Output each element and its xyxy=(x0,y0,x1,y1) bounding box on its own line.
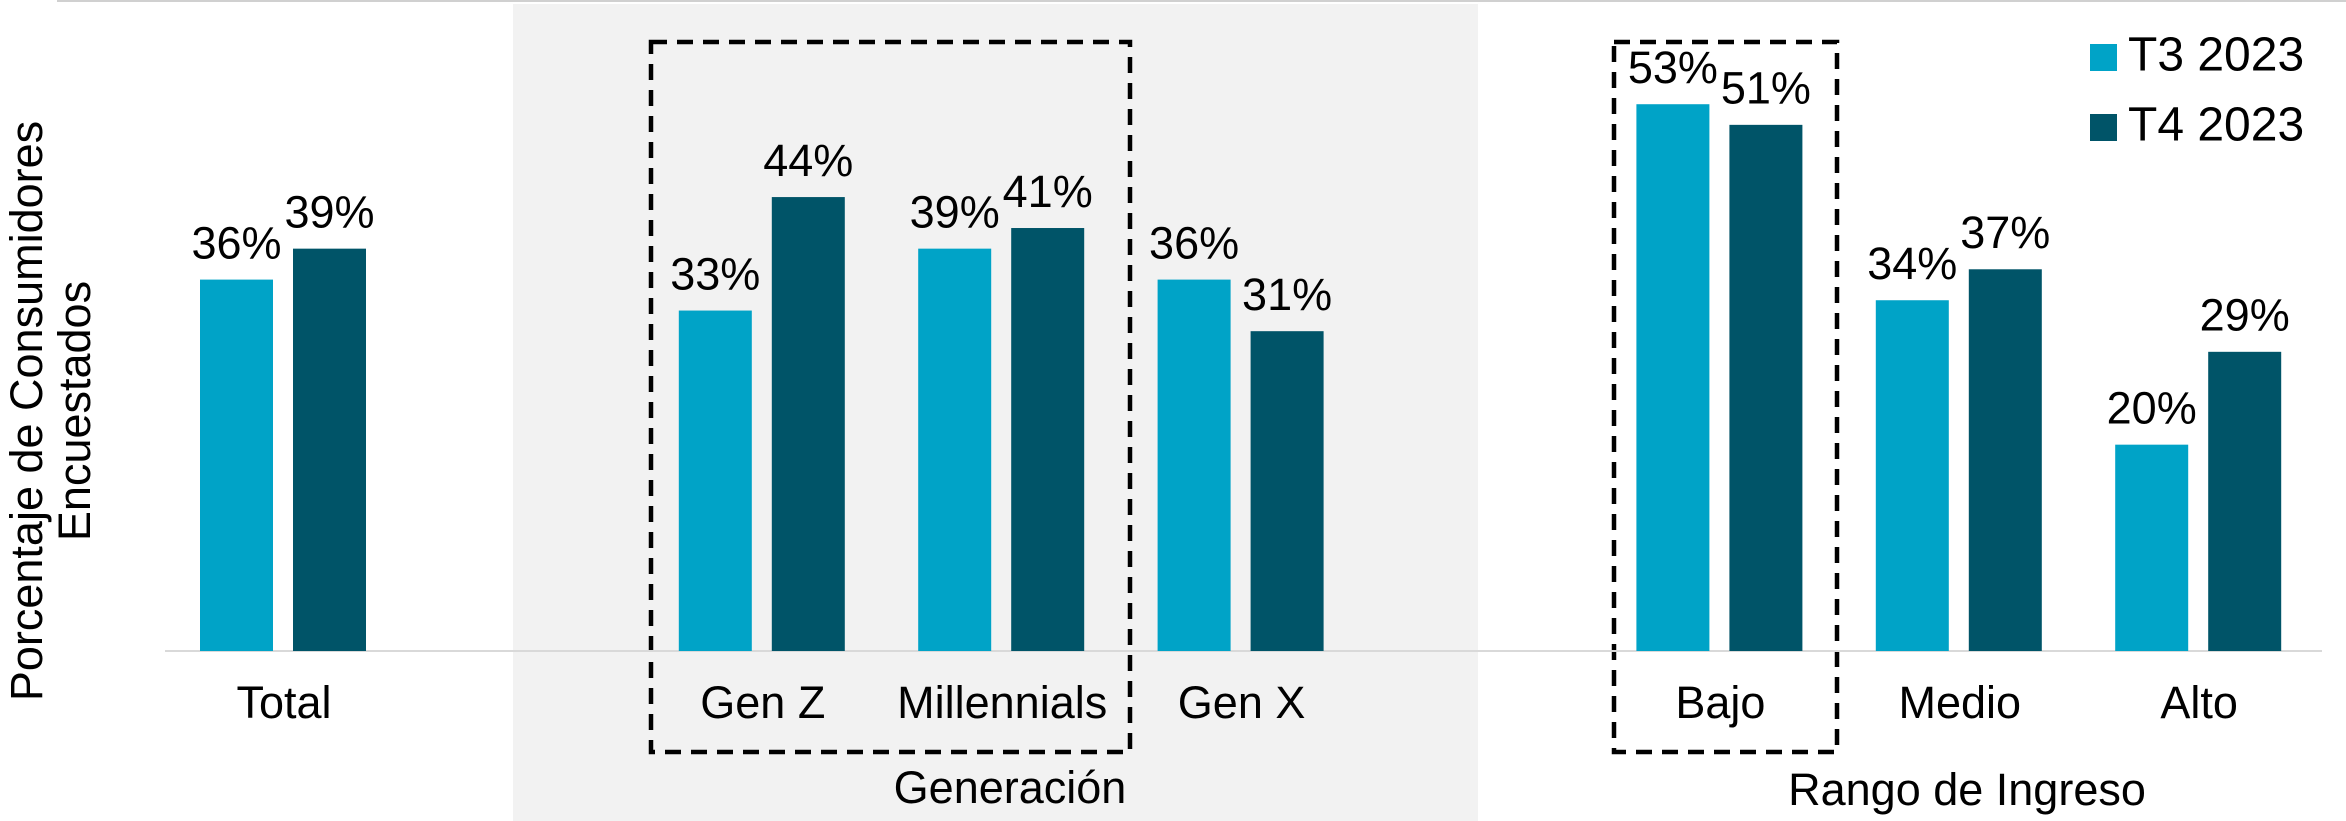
x-tick-label: Bajo xyxy=(1675,677,1765,728)
bar xyxy=(1636,104,1710,651)
group-label: Generación xyxy=(894,762,1127,813)
bar xyxy=(1729,124,1803,652)
value-label: 36% xyxy=(1149,217,1239,268)
x-tick-label: Alto xyxy=(2160,677,2238,728)
bar xyxy=(1011,228,1085,651)
y-axis-title: Porcentaje de Consumidores xyxy=(1,121,52,701)
x-tick-label: Total xyxy=(236,677,331,728)
x-tick-label: Medio xyxy=(1899,677,2022,728)
bar xyxy=(293,248,366,651)
x-tick-label: Gen Z xyxy=(700,677,825,728)
bar xyxy=(1157,279,1231,651)
bar xyxy=(771,197,845,652)
bar xyxy=(678,310,752,651)
value-label: 37% xyxy=(1960,207,2050,258)
value-label: 29% xyxy=(2200,290,2290,341)
bar xyxy=(1250,331,1324,651)
value-label: 31% xyxy=(1242,269,1332,320)
bar xyxy=(2208,351,2282,651)
x-tick-label: Gen X xyxy=(1178,677,1306,728)
bar xyxy=(2115,444,2189,651)
highlight-box xyxy=(648,39,1133,755)
value-label: 53% xyxy=(1628,42,1718,93)
legend-swatch xyxy=(2090,44,2117,71)
value-label: 20% xyxy=(2107,383,2197,434)
bar xyxy=(918,248,992,651)
highlight-box xyxy=(1611,39,1840,755)
value-label: 39% xyxy=(910,187,1000,238)
bar xyxy=(200,279,273,651)
value-label: 51% xyxy=(1721,63,1811,114)
y-axis-title: Encuestados xyxy=(49,281,100,541)
value-label: 41% xyxy=(1003,166,1093,217)
value-label: 34% xyxy=(1867,238,1957,289)
group-label: Rango de Ingreso xyxy=(1788,764,2146,815)
bar xyxy=(1875,300,1949,651)
legend-label: T4 2023 xyxy=(2128,99,2304,152)
value-label: 36% xyxy=(191,217,281,268)
legend-swatch xyxy=(2090,114,2117,141)
value-label: 33% xyxy=(670,248,760,299)
value-label: 39% xyxy=(284,187,374,238)
bar xyxy=(1968,269,2042,651)
value-label: 44% xyxy=(763,135,853,186)
legend-label: T3 2023 xyxy=(2128,29,2304,82)
x-tick-label: Millennials xyxy=(897,677,1107,728)
